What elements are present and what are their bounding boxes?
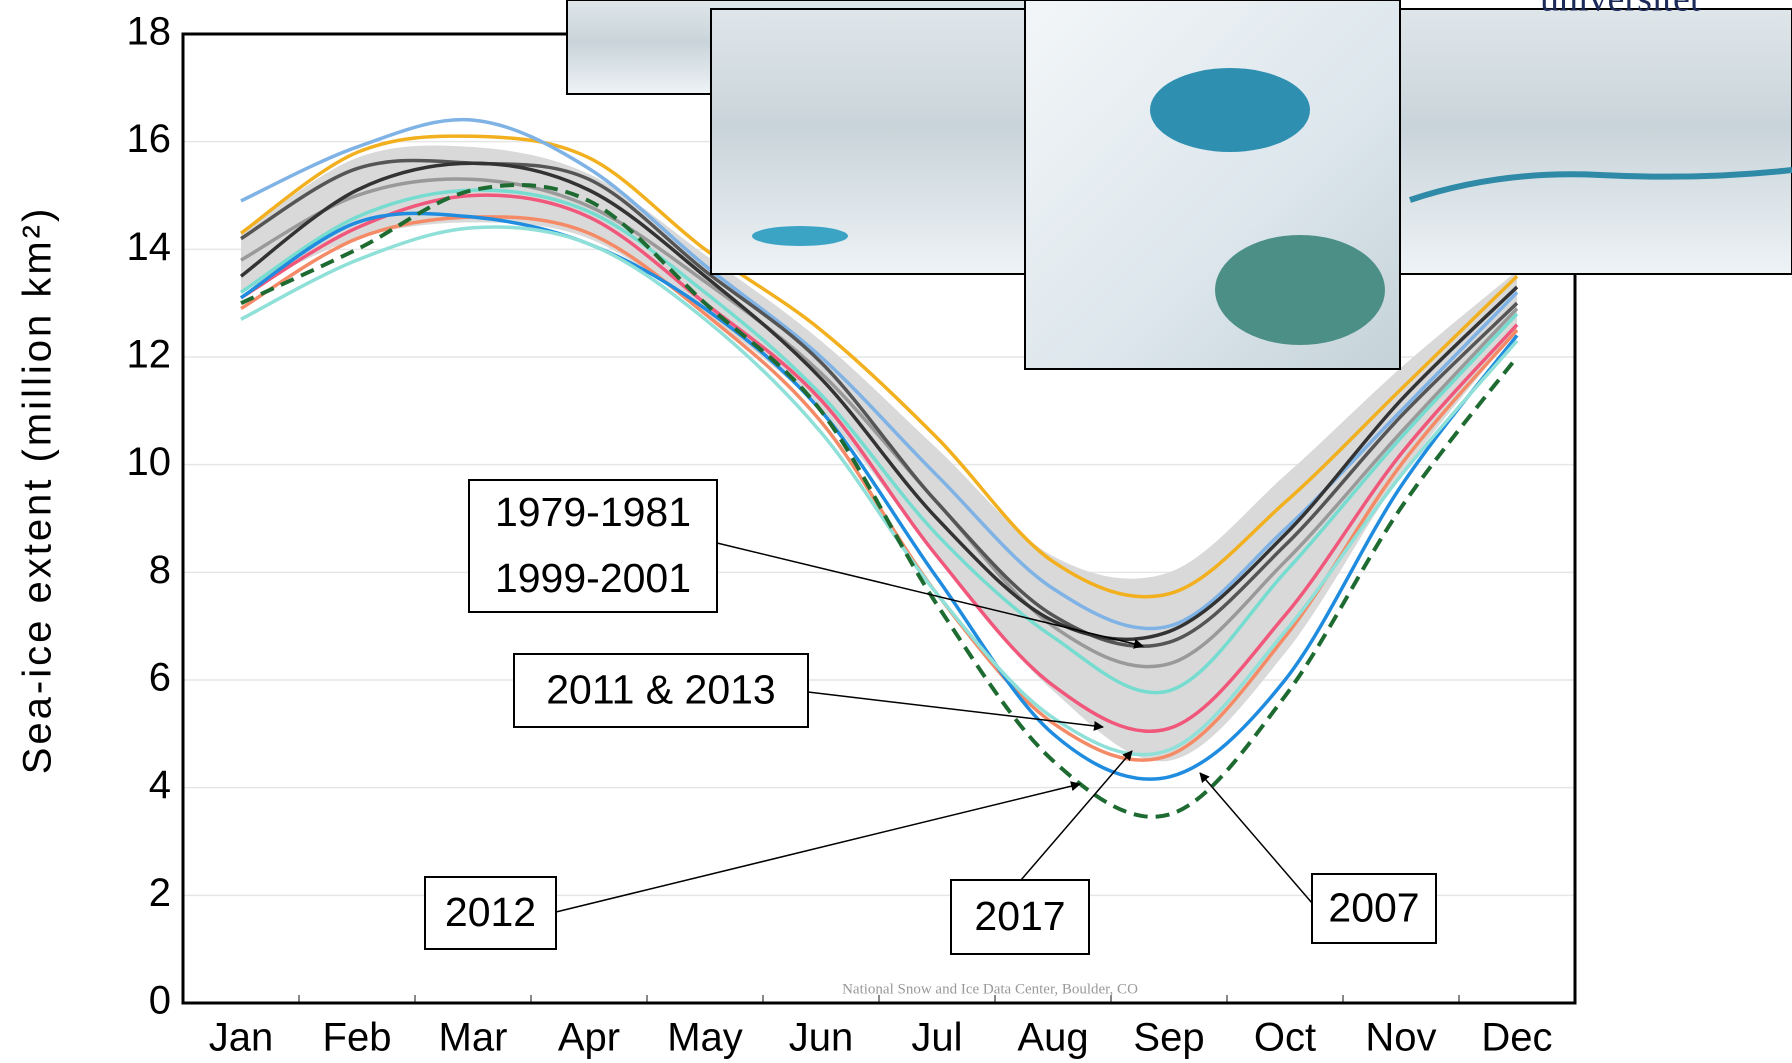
photos — [566, 0, 1792, 370]
x-tick-label: Dec — [1481, 1016, 1552, 1060]
logo-text: universitet — [1540, 0, 1701, 20]
annotation-text: 2011 & 2013 — [546, 666, 776, 712]
x-tick-label: Oct — [1254, 1016, 1316, 1060]
annotation-box — [468, 479, 718, 613]
photo — [1396, 8, 1792, 275]
annotation-arrow — [555, 781, 1081, 913]
annotation-text: 1999-2001 — [495, 555, 691, 601]
y-tick-label: 0 — [149, 979, 171, 1023]
y-tick-label: 12 — [127, 333, 172, 377]
range-band — [241, 145, 1517, 762]
series-line — [240, 211, 1519, 781]
annotation-text: 1979-1981 — [495, 489, 691, 535]
y-tick-label: 14 — [127, 225, 172, 269]
x-tick-label: Jun — [789, 1016, 854, 1060]
annotation-text: 2007 — [1328, 884, 1419, 930]
annotation-box — [950, 879, 1090, 955]
annotation-arrow — [1199, 772, 1313, 904]
series-line — [240, 193, 1519, 734]
photo-detail — [752, 226, 848, 246]
annotation-box — [424, 876, 557, 950]
x-tick-label: Feb — [323, 1016, 392, 1060]
series-line — [239, 161, 1519, 642]
annotation-arrow — [716, 542, 1144, 649]
annotation-arrow — [807, 691, 1104, 731]
y-tick-label: 18 — [127, 10, 172, 54]
x-tick-label: Apr — [558, 1016, 620, 1060]
annotation-box — [1311, 873, 1437, 944]
y-tick-label: 4 — [149, 763, 171, 807]
y-tick-label: 16 — [127, 117, 172, 161]
x-tick-label: Jan — [209, 1016, 274, 1060]
series-line — [239, 134, 1519, 599]
x-tick-label: Mar — [439, 1016, 508, 1060]
series-line — [240, 117, 1519, 631]
y-tick-label: 2 — [149, 871, 171, 915]
y-tick-label: 6 — [149, 656, 171, 700]
y-tick-label: 8 — [149, 548, 171, 592]
source-note: National Snow and Ice Data Center, Bould… — [842, 981, 1138, 997]
x-tick-label: May — [667, 1016, 743, 1060]
annotation-text: 2017 — [974, 893, 1065, 939]
photo-detail — [1215, 235, 1385, 345]
x-tick-label: Sep — [1133, 1016, 1204, 1060]
x-tick-label: Jul — [911, 1016, 962, 1060]
photo-detail — [1409, 167, 1792, 203]
x-tick-label: Nov — [1365, 1016, 1436, 1060]
y-tick-label: 10 — [127, 440, 172, 484]
photo-detail — [1150, 68, 1310, 152]
annotation-text: 2012 — [445, 889, 536, 935]
y-axis-title: Sea-ice extent (million km²) — [16, 206, 60, 775]
series-line — [240, 188, 1519, 695]
annotation-arrow — [1020, 750, 1133, 881]
annotation-box — [513, 653, 809, 728]
x-tick-label: Aug — [1017, 1016, 1088, 1060]
